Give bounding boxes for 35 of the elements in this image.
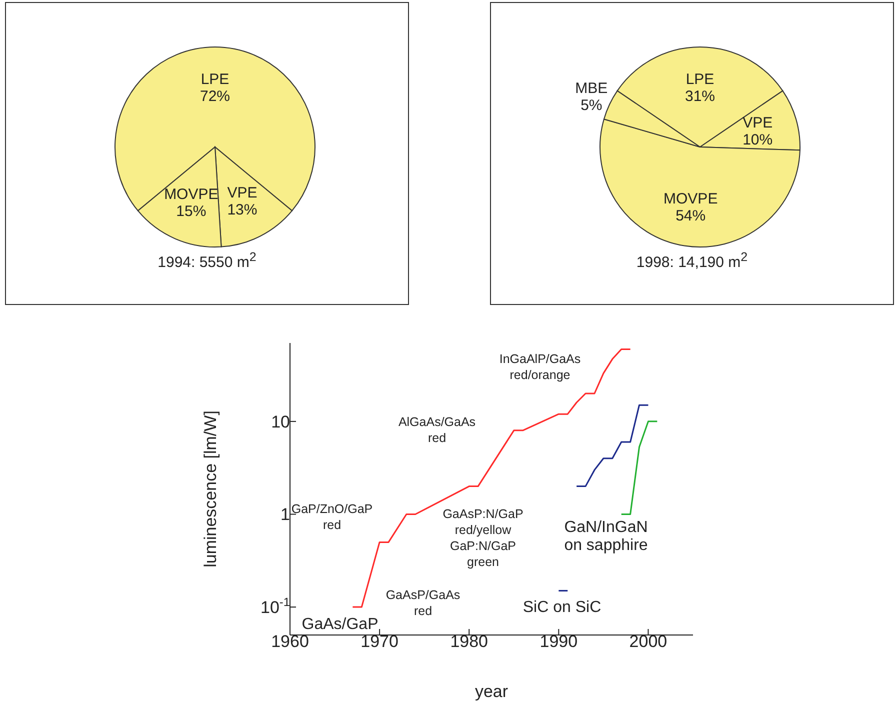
annotation: InGaAlP/GaAs red/orange [499,351,581,383]
data-label: 13% [227,201,258,218]
x-tick-label: 2000 [629,632,668,651]
x-tick-label: 1970 [360,632,398,651]
text: 1994: 5550 m$^{2}$ [156,250,258,271]
annotation: GaP/ZnO/GaP red [291,501,373,533]
x-axis-title: year [474,682,508,701]
slice-label: LPE [686,71,714,88]
data-label: 72% [200,88,230,105]
data-label: 54% [676,207,706,224]
annotation: GaAs/GaP [302,616,378,634]
slice-label: MOVPE [164,186,218,204]
data-label: 10% [742,131,773,148]
slice-label: LPE [200,71,230,88]
slice-label: VPE [742,114,773,132]
annotation: GaN/InGaN on sapphire [564,519,648,555]
x-tick-label: 1980 [450,632,488,651]
y-axis-title: luminescence [lm/W] [201,410,220,568]
x-tick-label: 1960 [271,632,309,651]
y-tick-label: 1 [280,505,290,524]
y-tick-label: 10 [271,412,290,432]
annotation: GaAsP:N/GaP red/yellow GaP:N/GaP green [442,506,524,570]
line-series [576,404,649,488]
annotation: AlGaAs/GaAs red [398,414,476,446]
slice-label: VPE [227,184,258,202]
y-tick-label: 10$^{-1}$ [260,595,290,618]
x-tick-label: 1990 [540,632,578,651]
text: 1998: 14,190 m$^{2}$ [635,250,749,271]
slice-label: MBE [575,80,608,97]
annotation: GaAsP/GaAs red [386,587,460,619]
data-label: 15% [176,203,206,220]
slice-label: MOVPE [664,190,718,208]
data-label: 31% [684,88,716,105]
data-label: 5% [580,96,602,114]
annotation: SiC on SiC [522,599,602,617]
